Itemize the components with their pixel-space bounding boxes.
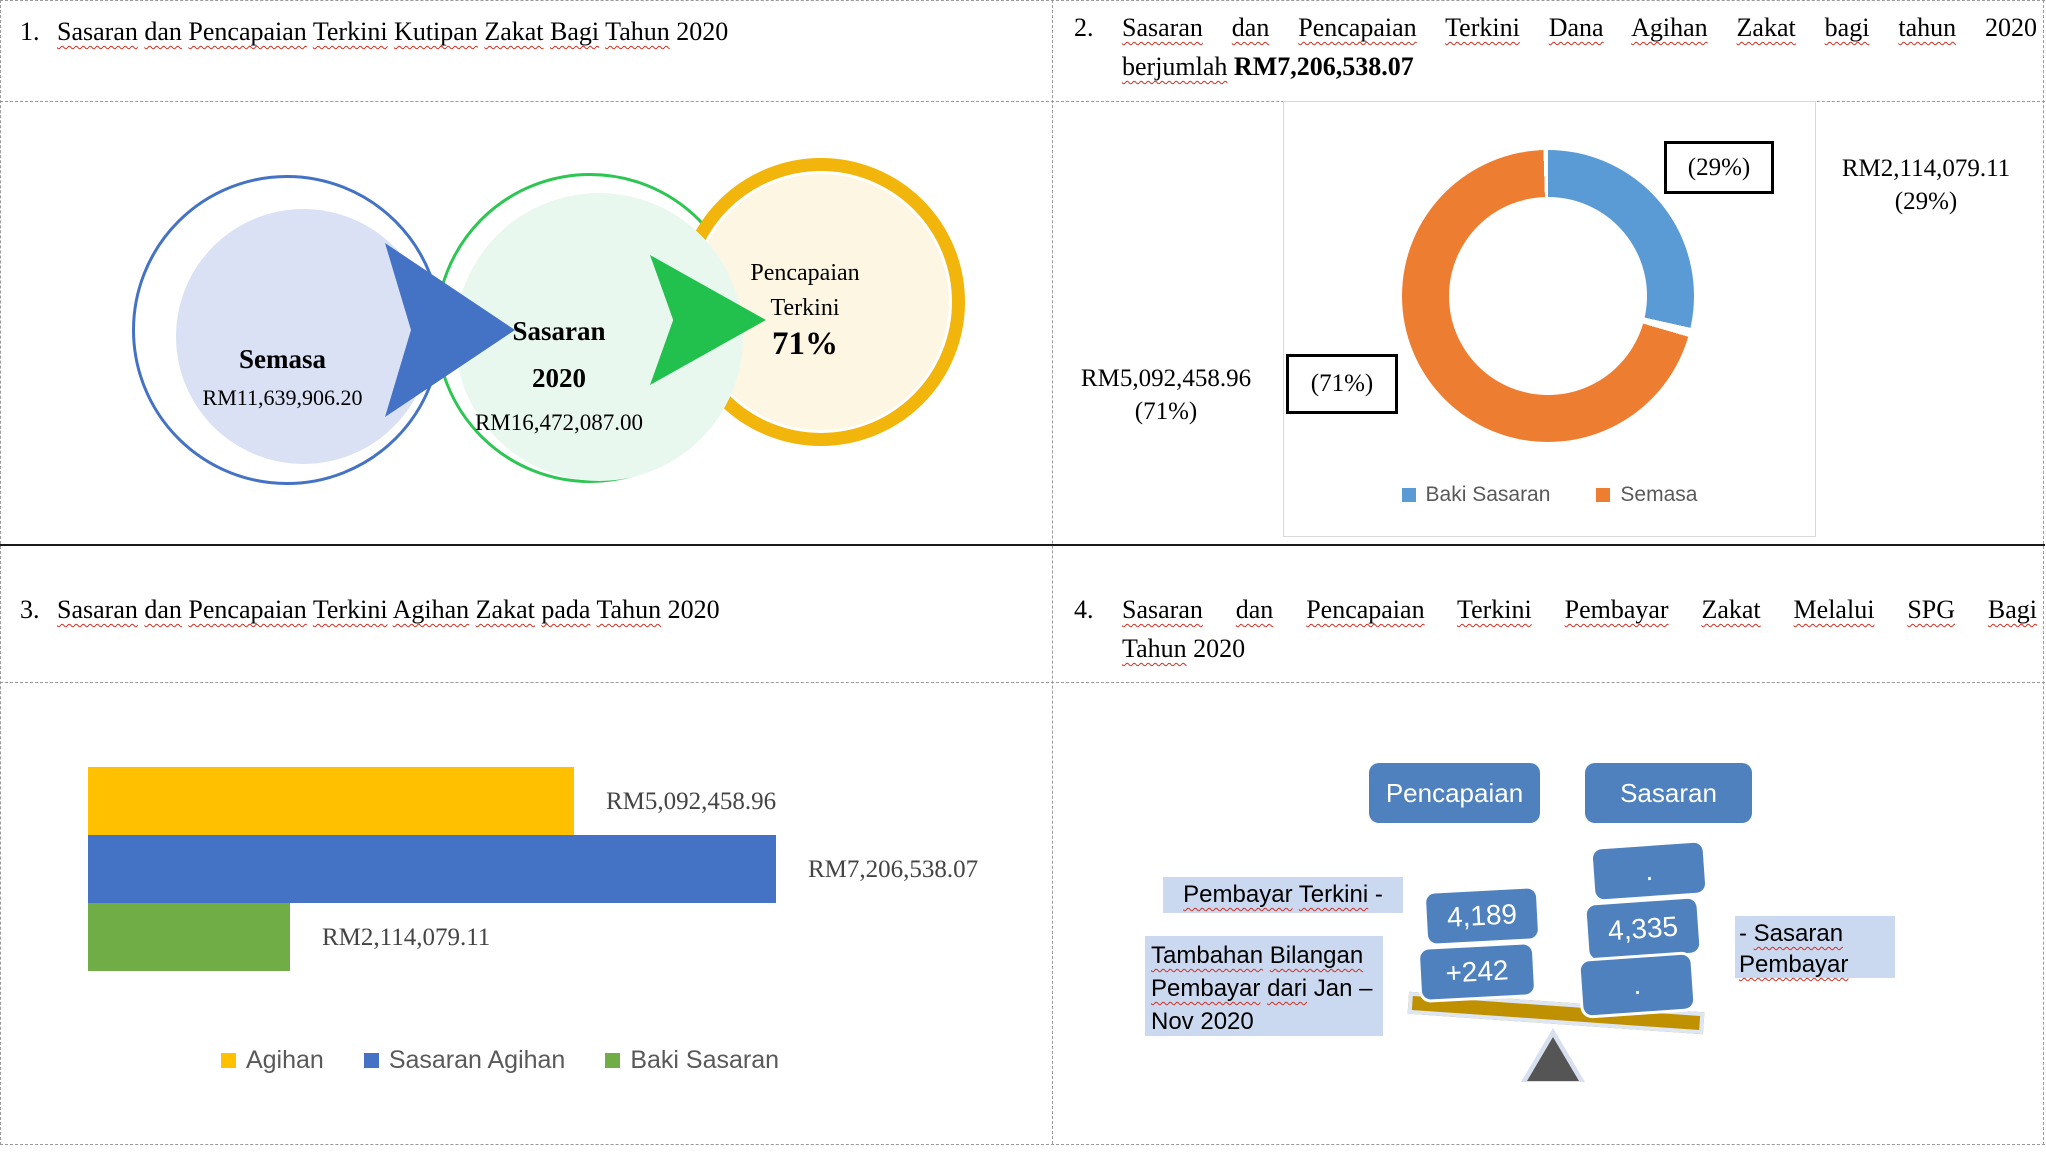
q2-title-total: RM7,206,538.07 [1233, 52, 1414, 81]
q4-title-number: 4. [1074, 595, 1094, 624]
bar-sasaran-agihan [88, 835, 776, 903]
legend-swatch-semasa-icon [1596, 488, 1611, 502]
q1-title: Sasaran dan Pencapaian Terkini Kutipan Z… [57, 17, 729, 46]
bar-label-baki-sasaran: RM2,114,079.11 [322, 924, 491, 951]
donut-legend: Baki Sasaran Semasa [1283, 483, 1816, 507]
legend-label-sasaran-agihan: Sasaran Agihan [388, 1046, 566, 1074]
bar-baki-sasaran [88, 903, 290, 971]
table-column-divider [1052, 0, 1053, 1144]
balance-value-tambahan: +242 [1419, 944, 1535, 1000]
legend-label-baki-sasaran-bar: Baki Sasaran [630, 1046, 780, 1074]
q1-title-number: 1. [20, 17, 40, 46]
circle-pencapaian-value: 71% [772, 326, 838, 362]
circle-pencapaian-label2: Terkini [770, 295, 840, 321]
balance-value-pencapaian: 4,189 [1425, 888, 1539, 944]
legend-item-agihan: Agihan [220, 1046, 324, 1075]
q2-title: Sasaran dan Pencapaian Terkini Dana Agih… [1122, 8, 2037, 86]
bar-label-sasaran-agihan: RM7,206,538.07 [808, 856, 979, 883]
bar-agihan [88, 767, 574, 835]
table-row-divider-1 [0, 101, 2045, 102]
balance-header-pencapaian: Pencapaian [1369, 763, 1540, 823]
balance-value-dot-top: . [1592, 842, 1706, 900]
balance-note-pembayar-terkini: Pembayar Terkini - [1163, 877, 1403, 913]
donut-left-datalabel: RM5,092,458.96 (71%) [1056, 362, 1276, 428]
table-row-divider-2 [0, 682, 2045, 683]
table-border-top [0, 0, 2045, 1]
donut-callout-71: (71%) [1286, 354, 1398, 414]
balance-header-sasaran: Sasaran [1585, 763, 1752, 823]
balance-value-sasaran: 4,335 [1586, 898, 1700, 960]
legend-item-sasaran-agihan: Sasaran Agihan [363, 1046, 566, 1075]
legend-swatch-baki-sasaran-bar-icon [605, 1053, 621, 1068]
circle-semasa-fill [176, 209, 431, 464]
donut-right-pct: (29%) [1894, 188, 1958, 215]
balance-note-sasaran-pembayar: - Sasaran Pembayar [1735, 916, 1895, 978]
legend-item-baki-sasaran: Baki Sasaran [1401, 483, 1551, 507]
q2-title-line2-pre: berjumlah [1122, 52, 1228, 81]
bar-label-agihan: RM5,092,458.96 [606, 788, 777, 815]
legend-item-baki-sasaran-bar: Baki Sasaran [605, 1046, 779, 1075]
donut-right-datalabel: RM2,114,079.11 (29%) [1820, 152, 2032, 218]
legend-label-baki-sasaran: Baki Sasaran [1425, 483, 1551, 506]
circle-semasa-value: RM11,639,906.20 [202, 385, 363, 410]
table-border-bottom [0, 1144, 2045, 1145]
legend-label-semasa: Semasa [1620, 483, 1698, 506]
legend-swatch-agihan-icon [220, 1053, 236, 1068]
q2-title-line2: berjumlah RM7,206,538.07 [1122, 47, 2037, 86]
circle-semasa-label: Semasa [239, 344, 326, 374]
circle-semasa-text: Semasa RM11,639,906.20 [150, 344, 415, 411]
donut-right-value: RM2,114,079.11 [1841, 155, 2011, 182]
circle-sasaran-year: 2020 [532, 363, 586, 393]
q2-title-line1: Sasaran dan Pencapaian Terkini Dana Agih… [1122, 13, 2038, 42]
donut-hole [1449, 197, 1647, 395]
q3-title-number: 3. [20, 595, 40, 624]
balance-fulcrum-icon [1527, 1037, 1579, 1081]
circle-pencapaian-label1: Pencapaian [750, 260, 860, 286]
legend-label-agihan: Agihan [245, 1046, 324, 1074]
balance-note-tambahan: Tambahan Bilangan Pembayar dari Jan – No… [1145, 936, 1383, 1036]
circle-sasaran-text: Sasaran 2020 RM16,472,087.00 [428, 316, 690, 436]
q4-title-line2: Tahun 2020 [1122, 634, 1246, 663]
legend-swatch-sasaran-agihan-icon [363, 1053, 379, 1068]
q4-title: Sasaran dan Pencapaian Terkini Pembayar … [1122, 590, 2037, 668]
balance-value-dot-bottom: . [1580, 954, 1694, 1016]
table-row-divider-solid [0, 544, 2045, 546]
circle-sasaran-label: Sasaran [512, 316, 606, 346]
q4-title-line1: Sasaran dan Pencapaian Terkini Pembayar … [1122, 595, 2038, 624]
bar-legend: Agihan Sasaran Agihan Baki Sasaran [60, 1046, 940, 1075]
legend-swatch-baki-sasaran-icon [1401, 488, 1416, 502]
donut-callout-29: (29%) [1664, 141, 1774, 194]
table-border-left [0, 0, 1, 1145]
circle-pencapaian-text: Pencapaian Terkini 71% [695, 260, 915, 363]
q3-title: Sasaran dan Pencapaian Terkini Agihan Za… [57, 595, 720, 624]
table-border-right [2043, 0, 2044, 1145]
donut-chart [1402, 150, 1694, 442]
donut-left-value: RM5,092,458.96 [1080, 365, 1252, 392]
q2-title-number: 2. [1074, 13, 1094, 42]
circle-sasaran-value: RM16,472,087.00 [474, 410, 644, 435]
donut-left-pct: (71%) [1134, 398, 1198, 425]
legend-item-semasa: Semasa [1596, 483, 1697, 507]
